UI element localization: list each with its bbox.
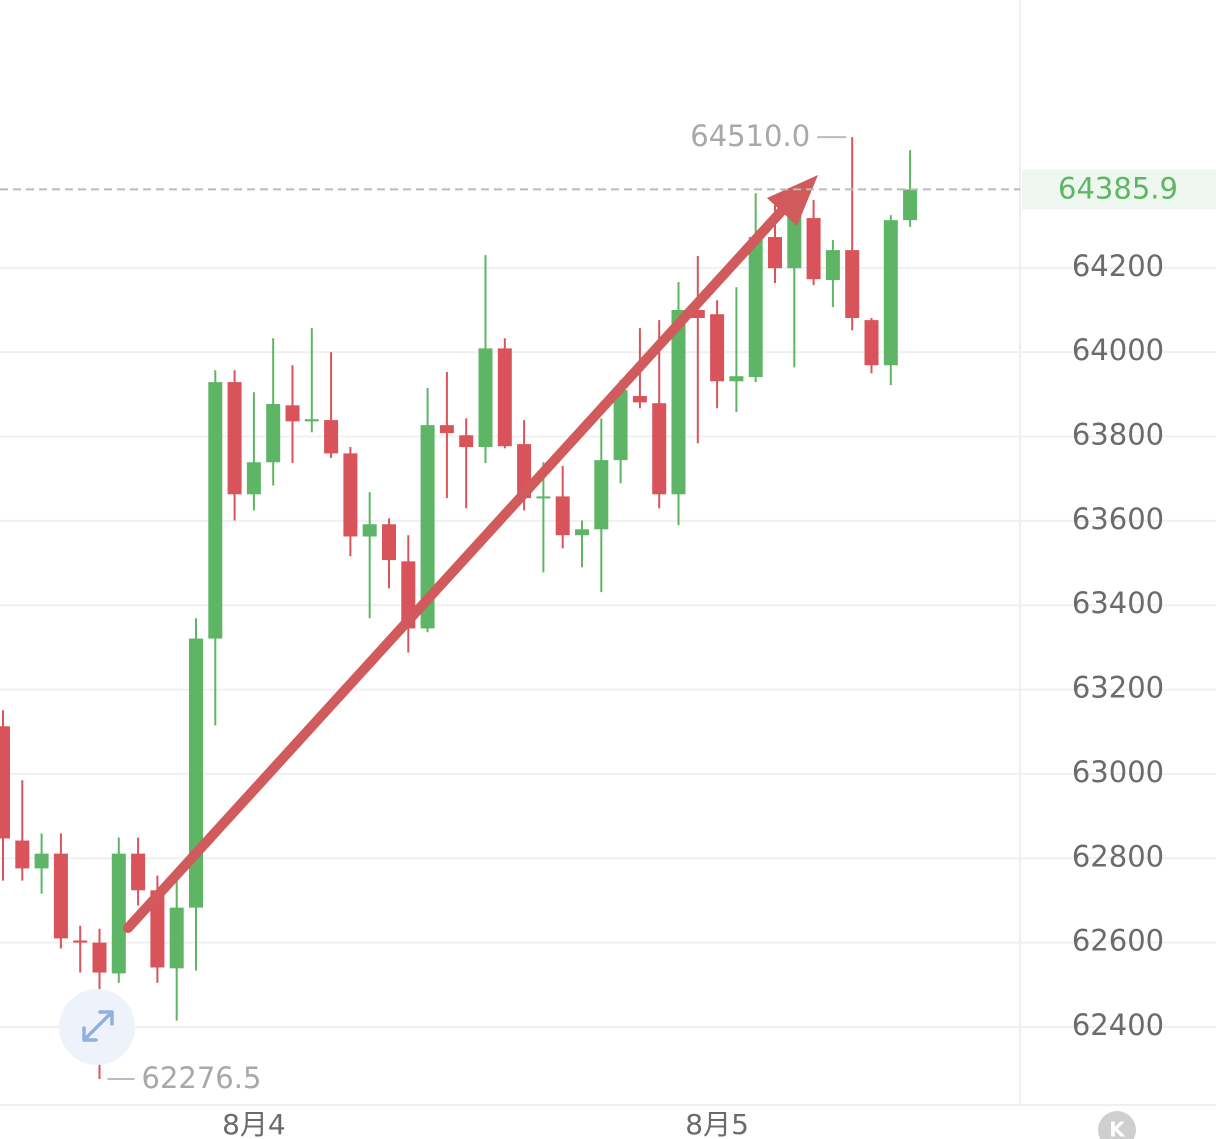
y-tick-label: 63400	[1072, 586, 1164, 620]
candle-body	[439, 425, 454, 434]
candle-body	[806, 218, 821, 280]
candle-body	[266, 404, 281, 463]
candle-body	[632, 396, 647, 403]
high-marker-label: 64510.0	[690, 119, 810, 153]
candle-body	[536, 496, 551, 499]
candle-body	[111, 853, 126, 974]
candle-body	[768, 237, 782, 269]
candle-body	[0, 726, 10, 839]
last-price-box	[1022, 169, 1216, 210]
candle-body	[497, 348, 512, 447]
candle-body	[15, 840, 30, 869]
candle-body	[787, 212, 802, 269]
candle-body	[53, 853, 68, 939]
candle-body	[169, 907, 184, 969]
k-button[interactable]: K	[1098, 1111, 1136, 1139]
candle-body	[845, 250, 860, 319]
candle-body	[382, 524, 396, 561]
candle-body	[420, 425, 435, 629]
y-tick-label: 62400	[1072, 1008, 1164, 1042]
y-tick-label: 62600	[1072, 924, 1164, 958]
y-tick-label: 63600	[1072, 502, 1164, 536]
zoom-button[interactable]	[59, 989, 135, 1065]
candle-body	[671, 309, 686, 495]
y-tick-label: 64000	[1072, 333, 1164, 367]
candle-body	[748, 237, 763, 378]
candle-body	[304, 419, 319, 422]
candle-body	[131, 853, 146, 891]
y-tick-label: 63800	[1072, 418, 1164, 452]
candle-body	[710, 314, 725, 382]
candle-body	[459, 435, 474, 448]
k-button-bg	[1098, 1111, 1136, 1139]
y-tick-label: 62800	[1072, 839, 1164, 873]
candle-body	[246, 462, 261, 495]
zoom-icon	[82, 1010, 114, 1042]
candle-body	[652, 403, 667, 495]
k-button-label: K	[1109, 1118, 1126, 1139]
candle-body	[903, 189, 918, 221]
candle-body	[362, 524, 377, 537]
candle-body	[825, 250, 840, 281]
candle-body	[575, 529, 589, 536]
last-price-label: 64385.9	[1058, 171, 1178, 205]
candle-body	[34, 853, 49, 869]
y-tick-label: 63200	[1072, 671, 1164, 705]
trend-arrow	[123, 175, 818, 933]
candle-body	[883, 220, 898, 366]
candle-body	[343, 453, 358, 537]
x-tick-label: 8月5	[685, 1108, 749, 1139]
candle-body	[324, 420, 339, 454]
x-tick-label: 8月4	[222, 1108, 286, 1139]
low-marker-label: 62276.5	[142, 1061, 262, 1095]
candle-body	[150, 890, 165, 968]
y-tick-label: 63000	[1072, 755, 1164, 789]
candle-body	[73, 940, 88, 943]
candle-body	[92, 942, 107, 973]
candle-body	[285, 405, 300, 422]
candle-body	[690, 309, 705, 319]
candle-body	[227, 382, 242, 495]
arrow-shaft	[123, 199, 793, 933]
candle-body	[208, 382, 223, 639]
candle-body	[189, 638, 203, 908]
candle-body	[555, 496, 570, 536]
candle-body	[594, 460, 609, 530]
candle-body	[478, 348, 493, 448]
grid	[0, 266, 1216, 1028]
y-tick-label: 64200	[1072, 249, 1164, 283]
arrow-head	[767, 175, 818, 226]
candles	[0, 137, 918, 1080]
candle-body	[864, 320, 879, 366]
candle-body	[613, 390, 628, 461]
candle-body	[729, 376, 744, 382]
